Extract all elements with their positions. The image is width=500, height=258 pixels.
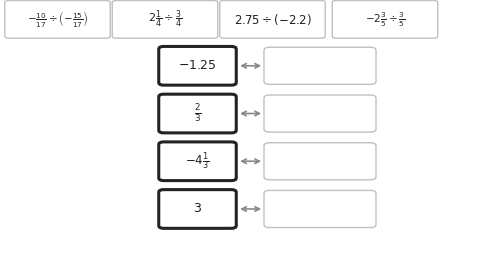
FancyBboxPatch shape (5, 1, 110, 38)
FancyBboxPatch shape (159, 190, 236, 228)
Text: $-4\frac{1}{3}$: $-4\frac{1}{3}$ (185, 150, 210, 172)
Text: $2\frac{1}{4} \div \frac{3}{4}$: $2\frac{1}{4} \div \frac{3}{4}$ (148, 9, 182, 30)
FancyBboxPatch shape (264, 143, 376, 180)
FancyBboxPatch shape (264, 190, 376, 228)
FancyBboxPatch shape (220, 1, 326, 38)
Text: $-1.25$: $-1.25$ (178, 59, 217, 72)
FancyBboxPatch shape (264, 47, 376, 84)
FancyBboxPatch shape (159, 46, 236, 85)
FancyBboxPatch shape (112, 1, 218, 38)
Text: $-2\frac{3}{5} \div \frac{3}{5}$: $-2\frac{3}{5} \div \frac{3}{5}$ (364, 10, 406, 29)
Text: $2.75 \div (-2.2)$: $2.75 \div (-2.2)$ (234, 12, 312, 27)
FancyBboxPatch shape (332, 1, 438, 38)
Text: $3$: $3$ (193, 203, 202, 215)
FancyBboxPatch shape (159, 142, 236, 181)
Text: $\frac{2}{3}$: $\frac{2}{3}$ (194, 103, 202, 124)
FancyBboxPatch shape (264, 95, 376, 132)
Text: $-\frac{10}{17} \div \left(-\frac{15}{17}\right)$: $-\frac{10}{17} \div \left(-\frac{15}{17… (26, 9, 88, 29)
FancyBboxPatch shape (159, 94, 236, 133)
